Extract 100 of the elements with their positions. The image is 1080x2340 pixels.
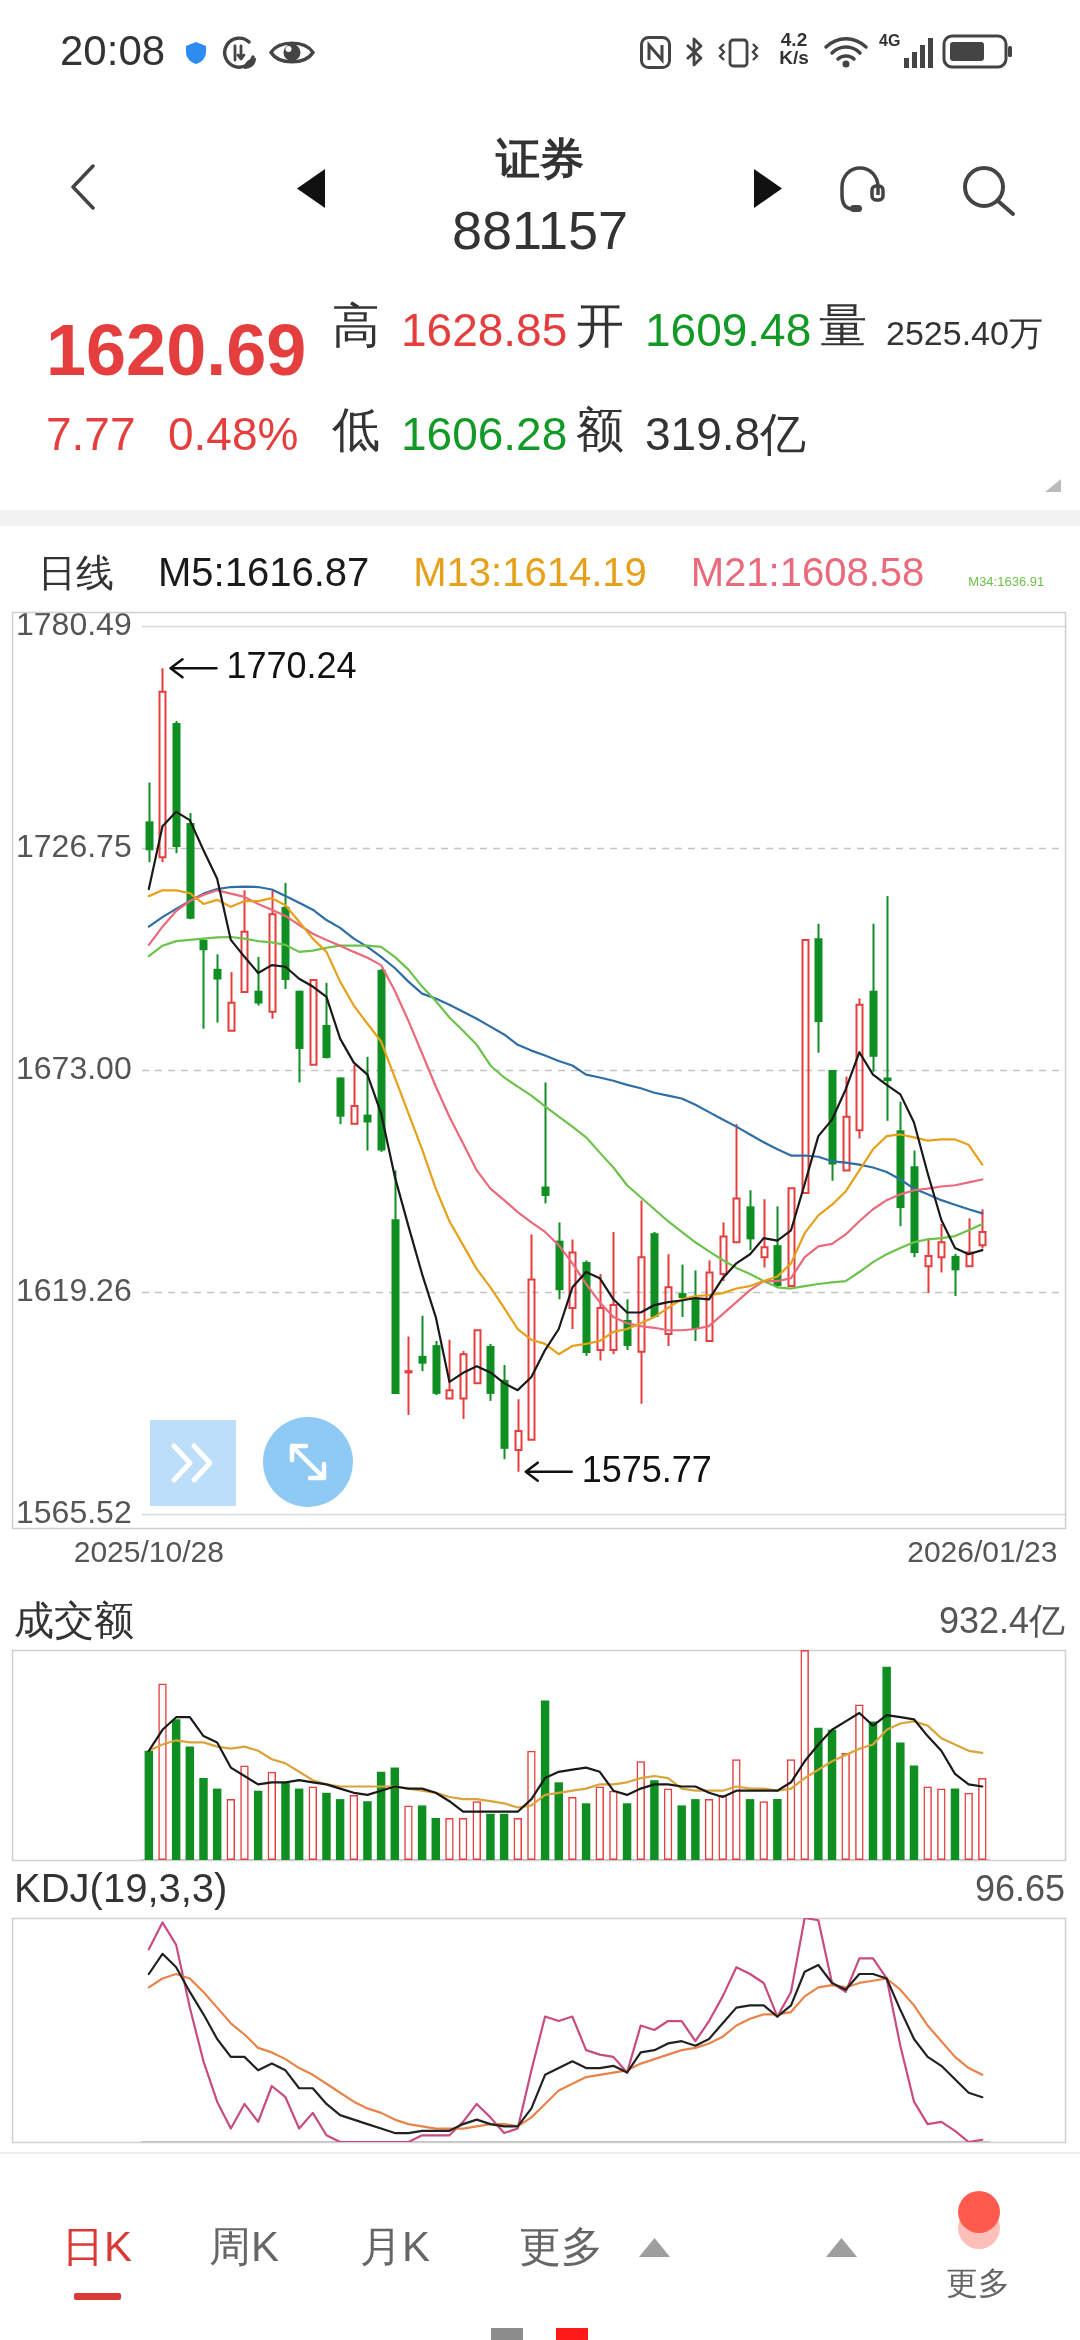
candlestick: [568, 1238, 577, 1331]
y-tick-label: 1619.26: [16, 1271, 132, 1308]
bar: [827, 1729, 837, 1860]
legend-title: 日线: [38, 552, 114, 594]
text: 日K: [62, 2223, 133, 2270]
bar: [294, 1788, 304, 1860]
candlestick: [760, 1198, 769, 1269]
text: 更多: [946, 2265, 1010, 2301]
text: 0.48%: [168, 408, 299, 460]
y-tick-label: 1726.75: [16, 827, 132, 864]
candlestick: [527, 1233, 536, 1441]
candlestick: [158, 667, 167, 864]
text: 更多: [519, 2223, 603, 2270]
candlestick: [418, 1314, 427, 1373]
text: 高: [332, 299, 380, 352]
text: 周K: [209, 2223, 280, 2270]
text: 开: [576, 299, 624, 352]
candlestick: [309, 978, 318, 1066]
bar: [540, 1700, 550, 1860]
bar: [199, 1778, 208, 1860]
text: M13:1614.19: [413, 550, 647, 594]
bar: [322, 1792, 331, 1860]
candlestick: [514, 1398, 523, 1473]
text: 1620.69: [46, 310, 307, 390]
chart-title: KDJ(19,3,3): [14, 1866, 228, 1910]
candlestick: [924, 1237, 933, 1295]
bar: [212, 1788, 222, 1860]
bar: [499, 1813, 509, 1860]
text: 4.2 K/s: [778, 29, 810, 68]
chart-title: 成交额: [14, 1598, 134, 1642]
candlestick: [596, 1273, 605, 1362]
candlestick: [883, 895, 892, 1122]
bar: [650, 1780, 659, 1860]
text: 低: [332, 403, 380, 456]
candlestick: [855, 997, 864, 1140]
candlestick: [350, 1063, 359, 1125]
candlestick: [801, 938, 810, 1195]
bar: [814, 1727, 823, 1860]
candlestick: [459, 1349, 468, 1421]
text: 4G: [879, 32, 901, 49]
bar: [486, 1813, 495, 1860]
x-tick-label: 2025/10/28: [73, 1535, 224, 1569]
candlestick: [227, 971, 236, 1032]
bar: [185, 1746, 195, 1860]
candlestick: [842, 1075, 851, 1172]
bar: [868, 1721, 878, 1860]
text: 319.8亿: [645, 408, 807, 460]
text: 96.65: [974, 1868, 1065, 1909]
x-tick-label: 2026/01/23: [907, 1535, 1058, 1569]
text: 1606.28: [401, 408, 568, 460]
text: 20:08: [60, 27, 166, 74]
bar: [677, 1805, 686, 1860]
text: 7.77: [46, 408, 136, 460]
bar: [554, 1782, 563, 1860]
annotation: 1770.24: [226, 645, 357, 687]
bar: [745, 1799, 755, 1860]
bar: [896, 1742, 905, 1860]
bar: [417, 1805, 427, 1860]
bar: [909, 1765, 919, 1860]
candlestick: [213, 953, 222, 1024]
bar: [335, 1799, 345, 1860]
candlestick: [609, 1230, 618, 1356]
candlestick: [787, 1187, 796, 1288]
candlestick: [965, 1217, 974, 1268]
bar: [950, 1788, 960, 1860]
text: 1609.48: [645, 304, 812, 356]
text: 量: [819, 299, 867, 352]
candlestick: [240, 889, 249, 993]
bar: [144, 1750, 154, 1860]
y-tick-label: 1673.00: [16, 1049, 132, 1086]
bar: [882, 1666, 891, 1860]
bar: [281, 1782, 290, 1860]
candlestick: [199, 937, 208, 1030]
candlestick: [937, 1223, 946, 1274]
candlestick: [473, 1329, 482, 1385]
text: 证券: [494, 134, 585, 183]
y-tick-label: 1780.49: [16, 605, 132, 642]
bar: [253, 1790, 263, 1860]
text: 额: [576, 403, 624, 456]
candlestick: [664, 1253, 673, 1347]
candlestick: [637, 1199, 646, 1405]
y-tick-label: 1565.52: [16, 1493, 132, 1530]
text: M34:1636.91: [968, 574, 1045, 589]
text: 2525.40万: [886, 314, 1043, 352]
candlestick: [445, 1338, 454, 1400]
bar: [773, 1799, 782, 1860]
candlestick: [541, 1081, 550, 1205]
text: 881157: [450, 200, 630, 260]
bar: [622, 1803, 632, 1860]
candlestick: [732, 1123, 741, 1244]
text: 月K: [360, 2223, 431, 2270]
candlestick: [705, 1259, 714, 1342]
bar: [390, 1767, 400, 1860]
candlestick: [678, 1263, 687, 1319]
text: 932.4亿: [938, 1600, 1065, 1641]
candlestick: [978, 1208, 987, 1250]
text: 1628.85: [401, 304, 568, 356]
bar: [171, 1719, 181, 1860]
text: M21:1608.58: [690, 550, 925, 594]
text: M5:1616.87: [158, 550, 370, 594]
